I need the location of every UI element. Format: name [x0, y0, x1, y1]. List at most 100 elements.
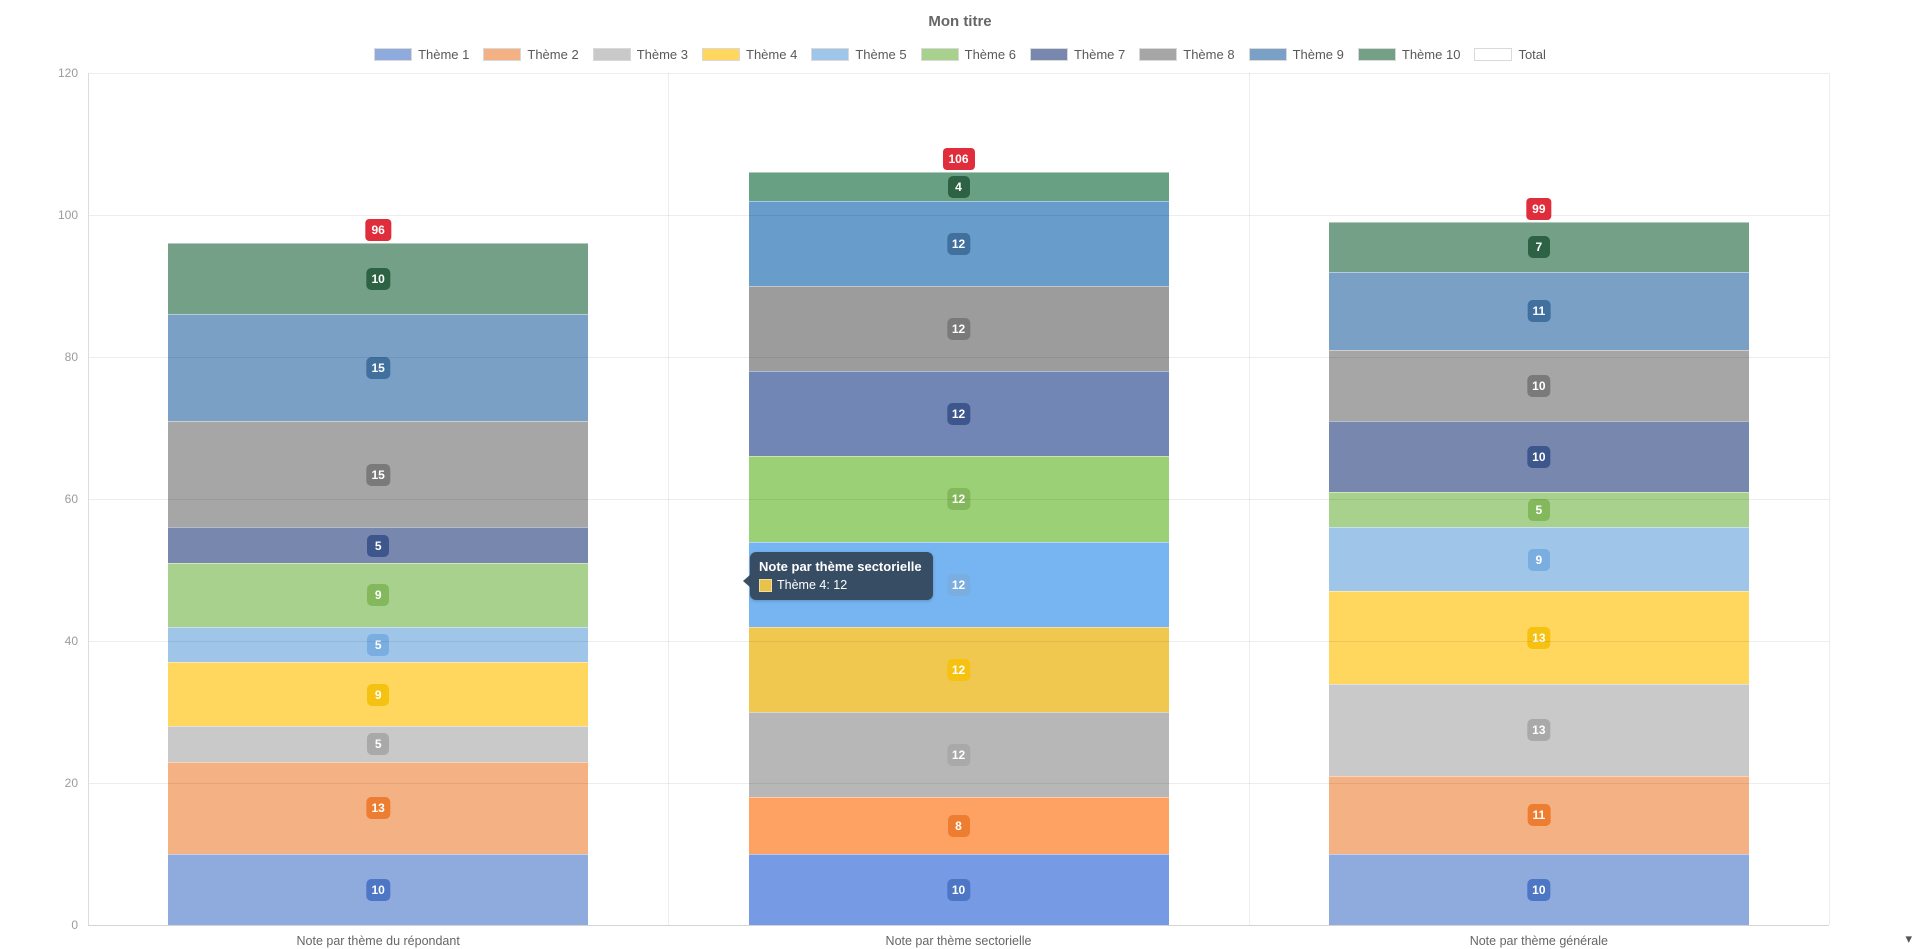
- legend-item-total[interactable]: Total: [1474, 47, 1546, 62]
- y-axis-tick-label: 60: [64, 492, 78, 506]
- segment-value-badge: 15: [366, 357, 390, 380]
- bar-segment-thème-6[interactable]: 12: [748, 456, 1169, 542]
- legend-label: Thème 5: [855, 47, 907, 62]
- legend-item-thème-6[interactable]: Thème 6: [920, 47, 1016, 62]
- legend-swatch-icon: [1474, 48, 1513, 61]
- bar-segment-thème-6[interactable]: 5: [1328, 491, 1749, 528]
- segment-value-badge: 9: [367, 584, 390, 607]
- legend-label: Thème 4: [746, 47, 798, 62]
- chart-title: Mon titre: [928, 13, 992, 30]
- segment-value-badge: 5: [1527, 499, 1550, 522]
- segment-value-badge: 7: [1527, 236, 1550, 259]
- legend-item-thème-4[interactable]: Thème 4: [702, 47, 797, 62]
- legend-swatch-icon: [483, 48, 522, 61]
- bar-segment-thème-4[interactable]: 12: [748, 626, 1169, 712]
- bar-segment-thème-9[interactable]: 15: [168, 314, 589, 421]
- segment-value-badge: 10: [366, 879, 390, 901]
- tooltip-row: Thème 4: 12: [759, 578, 922, 592]
- legend-item-thème-10[interactable]: Thème 10: [1357, 47, 1460, 62]
- legend-label: Thème 3: [636, 47, 689, 62]
- y-axis-tick-label: 40: [64, 634, 78, 648]
- legend-label: Total: [1518, 47, 1546, 62]
- segment-value-badge: 11: [1527, 300, 1551, 323]
- legend-label: Thème 6: [964, 47, 1016, 62]
- chart-legend: Thème 1 Thème 2 Thème 3 Thème 4 Thème 5 Thème…: [0, 47, 1920, 62]
- segment-value-badge: 5: [367, 534, 390, 557]
- segment-value-badge: 10: [1527, 374, 1551, 397]
- legend-label: Thème 8: [1183, 47, 1235, 62]
- bar-segment-thème-3[interactable]: 13: [1328, 683, 1749, 776]
- legend-label: Thème 9: [1292, 47, 1344, 62]
- bar-segment-thème-2[interactable]: 8: [748, 797, 1169, 854]
- bar-segment-thème-7[interactable]: 10: [1328, 420, 1749, 492]
- gridline-vertical: [1829, 73, 1830, 925]
- bar-segment-thème-1[interactable]: 10: [1328, 854, 1749, 925]
- segment-value-badge: 9: [367, 683, 390, 706]
- segment-value-badge: 10: [1527, 445, 1551, 468]
- bar-segment-thème-9[interactable]: 11: [1328, 271, 1749, 350]
- y-axis-tick-label: 0: [71, 918, 78, 932]
- legend-item-thème-1[interactable]: Thème 1: [374, 47, 469, 62]
- bar-segment-thème-10[interactable]: 7: [1328, 222, 1749, 272]
- segment-value-badge: 12: [946, 658, 971, 681]
- gridline-horizontal: [88, 73, 1829, 74]
- bar-segment-thème-5[interactable]: 5: [168, 626, 589, 663]
- bar-segment-thème-8[interactable]: 12: [748, 286, 1169, 372]
- legend-swatch-icon: [1248, 48, 1287, 61]
- legend-swatch-icon: [702, 48, 741, 61]
- segment-value-badge: 10: [946, 879, 971, 901]
- bar-segment-thème-5[interactable]: 9: [1328, 527, 1749, 592]
- segment-value-badge: 13: [366, 797, 390, 820]
- segment-value-badge: 12: [946, 318, 971, 341]
- segment-value-badge: 12: [946, 488, 971, 511]
- legend-label: Thème 1: [418, 47, 470, 62]
- legend-item-thème-7[interactable]: Thème 7: [1029, 47, 1126, 62]
- y-axis-line: [88, 73, 89, 925]
- bar-segment-thème-6[interactable]: 9: [168, 562, 589, 627]
- segment-value-badge: 10: [366, 268, 390, 291]
- legend-swatch-icon: [1139, 48, 1178, 61]
- bar-segment-thème-8[interactable]: 10: [1328, 349, 1749, 421]
- bar-segment-thème-10[interactable]: 10: [168, 243, 589, 315]
- bar-segment-thème-7[interactable]: 12: [748, 371, 1169, 457]
- segment-value-badge: 5: [367, 634, 390, 657]
- legend-item-thème-8[interactable]: Thème 8: [1139, 47, 1235, 62]
- y-axis-tick-label: 120: [57, 66, 78, 80]
- bar-segment-thème-9[interactable]: 12: [748, 200, 1169, 286]
- legend-item-thème-5[interactable]: Thème 5: [811, 47, 907, 62]
- bar-segment-thème-4[interactable]: 9: [168, 662, 589, 727]
- bar-segment-thème-7[interactable]: 5: [168, 527, 589, 563]
- legend-item-thème-2[interactable]: Thème 2: [483, 47, 579, 62]
- x-axis-line: [88, 925, 1829, 926]
- bar-segment-thème-4[interactable]: 13: [1328, 591, 1749, 684]
- legend-label: Thème 7: [1073, 47, 1126, 62]
- legend-swatch-icon: [920, 48, 959, 61]
- bar-segment-thème-1[interactable]: 10: [748, 854, 1169, 925]
- bar-segment-thème-2[interactable]: 13: [168, 761, 589, 854]
- bar-segment-thème-1[interactable]: 10: [168, 854, 589, 925]
- segment-value-badge: 8: [947, 815, 970, 838]
- segment-value-badge: 5: [367, 733, 390, 756]
- bar-segment-thème-3[interactable]: 5: [168, 726, 589, 762]
- y-axis-tick-label: 20: [64, 776, 78, 790]
- bar-segment-thème-2[interactable]: 11: [1328, 775, 1749, 854]
- bar-segment-thème-10[interactable]: 4: [748, 172, 1169, 201]
- legend-item-thème-9[interactable]: Thème 9: [1248, 47, 1344, 62]
- legend-item-thème-3[interactable]: Thème 3: [592, 47, 689, 62]
- bar-segment-thème-3[interactable]: 12: [748, 712, 1169, 798]
- legend-swatch-icon: [811, 48, 850, 61]
- scrollbar-down-arrow-icon[interactable]: ▾: [1905, 931, 1912, 946]
- x-axis-category-label: Note par thème sectorielle: [885, 934, 1032, 948]
- legend-label: Thème 2: [527, 47, 579, 62]
- gridline-vertical: [668, 73, 670, 925]
- segment-value-badge: 12: [946, 573, 971, 596]
- tooltip-series-swatch-icon: [759, 578, 772, 592]
- gridline-vertical: [1248, 73, 1250, 925]
- chart-tooltip: Note par thème sectorielle Thème 4: 12: [743, 552, 933, 600]
- tooltip-title: Note par thème sectorielle: [759, 559, 922, 574]
- segment-value-badge: 12: [946, 403, 971, 426]
- bar-segment-thème-8[interactable]: 15: [168, 420, 589, 528]
- x-axis-category-label: Note par thème du répondant: [296, 934, 460, 948]
